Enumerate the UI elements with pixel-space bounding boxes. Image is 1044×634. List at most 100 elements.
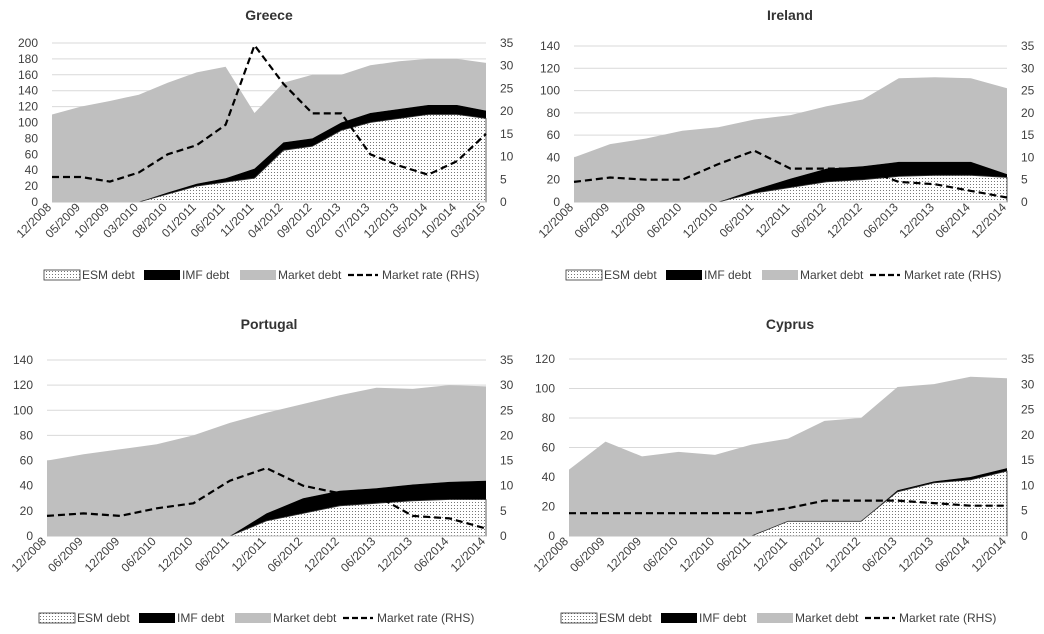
legend-label: Market debt — [795, 611, 859, 625]
series-market-debt-area — [569, 376, 1007, 536]
y-tick-label: 140 — [13, 353, 33, 367]
x-tick-label: 12/2011 — [229, 534, 269, 574]
y2-tick-label: 30 — [1021, 377, 1035, 391]
series-market-debt-area — [52, 58, 486, 203]
y-tick-label: 40 — [547, 150, 561, 164]
y2-tick-label: 10 — [1021, 150, 1035, 164]
y-tick-label: 120 — [18, 100, 38, 114]
y2-tick-label: 25 — [1021, 403, 1035, 417]
y-tick-label: 60 — [542, 441, 556, 455]
y-tick-label: 40 — [542, 470, 556, 484]
x-tick-label: 12/2014 — [969, 534, 1010, 575]
x-tick-label: 12/2010 — [155, 534, 196, 575]
x-tick-label: 12/2013 — [896, 200, 937, 241]
legend-label: Market debt — [800, 268, 864, 282]
x-tick-label: 06/2012 — [265, 534, 306, 575]
y-tick-label: 0 — [548, 529, 555, 543]
y-tick-label: 40 — [20, 479, 34, 493]
x-tick-label: 12/2013 — [374, 534, 415, 575]
y-tick-label: 120 — [535, 352, 555, 366]
x-tick-label: 12/2011 — [753, 200, 793, 240]
y2-tick-label: 15 — [1021, 128, 1035, 142]
y-tick-label: 100 — [18, 116, 38, 130]
x-tick-label: 06/2014 — [411, 534, 452, 575]
y-tick-label: 0 — [553, 195, 560, 209]
legend-swatch-imf — [144, 270, 180, 280]
y2-tick-label: 10 — [1021, 478, 1035, 492]
series-market-rate-line — [46, 466, 487, 530]
y-tick-label: 160 — [18, 68, 38, 82]
x-tick-label: 06/2014 — [932, 200, 973, 241]
y-tick-label: 100 — [13, 403, 33, 417]
legend: ESM debt IMF debt Market debt Market rate (… — [43, 268, 479, 282]
y2-tick-label: 0 — [1021, 529, 1028, 543]
y-tick-label: 80 — [25, 131, 39, 145]
x-tick-label: 12/2012 — [301, 534, 342, 575]
x-tick-label: 12/2010 — [677, 534, 718, 575]
x-tick-label: 06/2009 — [572, 200, 613, 241]
y-tick-label: 60 — [25, 147, 39, 161]
legend-swatch-imf — [139, 613, 175, 623]
y-tick-label: 20 — [547, 173, 561, 187]
y-tick-label: 40 — [25, 163, 39, 177]
legend-swatch-imf — [661, 613, 697, 623]
chart-panel-portugal: Portugal 0 20 40 60 80 100 120 140 0 5 10 15 20 25 30 35… — [9, 316, 514, 625]
y2-tick-label: 20 — [1021, 428, 1035, 442]
y2-tick-label: 0 — [1021, 195, 1028, 209]
y-tick-label: 60 — [20, 454, 34, 468]
y2-tick-label: 25 — [1021, 84, 1035, 98]
y-tick-label: 180 — [18, 52, 38, 66]
legend-label: Market rate (RHS) — [382, 268, 479, 282]
x-tick-label: 06/2012 — [786, 534, 827, 575]
y2-tick-label: 20 — [500, 428, 514, 442]
x-tick-label: 06/2009 — [567, 534, 608, 575]
y-tick-label: 200 — [18, 36, 38, 50]
y-tick-label: 0 — [31, 195, 38, 209]
legend-label: Market debt — [278, 268, 342, 282]
legend-swatch-esm — [565, 269, 603, 281]
y-tick-label: 80 — [547, 106, 561, 120]
legend: ESM debt IMF debt Market debt Market rate (… — [560, 611, 996, 625]
legend-swatch-mkt — [235, 613, 271, 623]
legend-label: Market rate (RHS) — [904, 268, 1001, 282]
y2-tick-label: 20 — [1021, 106, 1035, 120]
x-tick-label: 12/2014 — [969, 200, 1010, 241]
x-tick-label: 06/2010 — [644, 200, 685, 241]
y-tick-label: 120 — [13, 378, 33, 392]
chart-panel-cyprus: Cyprus 0 20 40 60 80 100 120 0 5 10 15 20 25 30 35 12/20… — [531, 316, 1035, 625]
legend-label: ESM debt — [77, 611, 130, 625]
legend-swatch-mkt — [240, 270, 276, 280]
series-imf-debt-area — [574, 161, 1007, 202]
y2-tick-label: 20 — [500, 104, 514, 118]
x-tick-label: 12/2012 — [824, 200, 865, 241]
y-tick-label: 60 — [547, 128, 561, 142]
y-tick-label: 140 — [540, 39, 560, 53]
x-tick-label: 06/2012 — [788, 200, 829, 241]
legend-swatch-mkt — [762, 270, 798, 280]
x-tick-label: 06/2013 — [860, 200, 901, 241]
y2-tick-label: 5 — [500, 504, 507, 518]
x-tick-label: 12/2012 — [823, 534, 864, 575]
x-tick-label: 12/2009 — [604, 534, 645, 575]
legend-label: ESM debt — [599, 611, 652, 625]
y2-tick-label: 10 — [500, 150, 514, 164]
series-imf-debt-area — [47, 480, 486, 536]
legend-label: Market rate (RHS) — [377, 611, 474, 625]
y2-tick-label: 15 — [500, 454, 514, 468]
series-market-rate-line — [52, 43, 487, 183]
legend-label: ESM debt — [604, 268, 657, 282]
series-market-rate-line — [569, 499, 1007, 515]
y-tick-label: 20 — [20, 504, 34, 518]
y2-tick-label: 35 — [1021, 39, 1035, 53]
legend: ESM debt IMF debt Market debt Market rate (… — [38, 611, 474, 625]
y-tick-label: 20 — [542, 500, 556, 514]
y2-tick-label: 15 — [500, 127, 514, 141]
y2-tick-label: 30 — [500, 378, 514, 392]
x-tick-label: 06/2013 — [338, 534, 379, 575]
chart-panel-ireland: Ireland 0 20 40 60 80 100 120 140 0 5 10 15 20 25 30 35 1… — [536, 7, 1035, 282]
x-tick-label: 12/2014 — [448, 534, 489, 575]
series-market-debt-area — [574, 77, 1007, 202]
